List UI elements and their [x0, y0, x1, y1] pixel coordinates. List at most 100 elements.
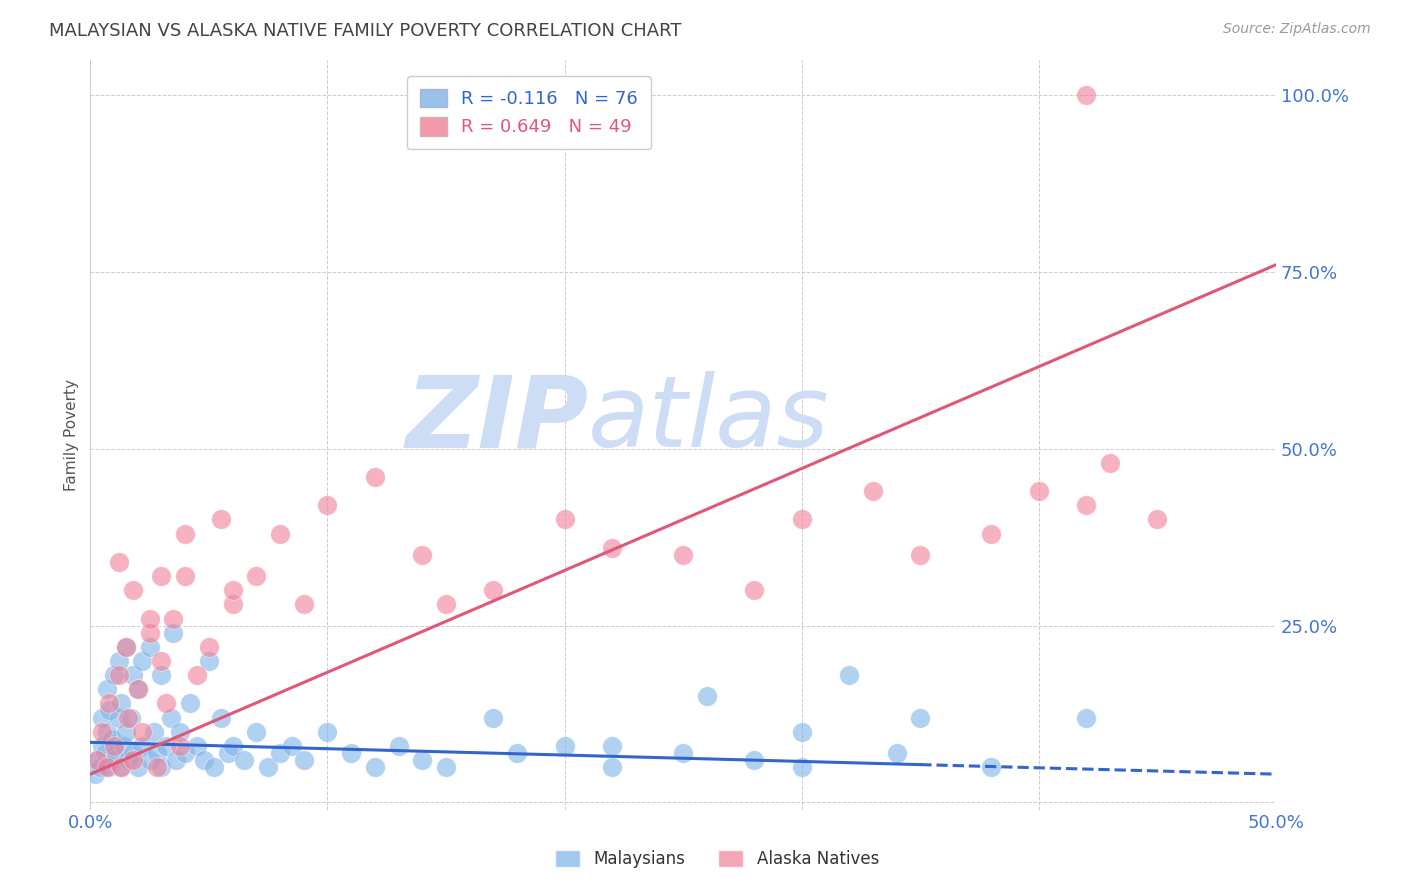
Point — [340, 746, 363, 760]
Point — [150, 654, 173, 668]
Point — [115, 640, 138, 654]
Point — [107, 654, 129, 668]
Point — [122, 753, 145, 767]
Point — [174, 569, 197, 583]
Point — [174, 746, 197, 760]
Point — [364, 470, 387, 484]
Point — [1028, 484, 1050, 499]
Point — [838, 668, 860, 682]
Point — [105, 746, 128, 760]
Point — [162, 625, 184, 640]
Point — [202, 760, 225, 774]
Point — [127, 682, 149, 697]
Point — [292, 598, 315, 612]
Point — [165, 753, 187, 767]
Point — [120, 710, 142, 724]
Point — [86, 753, 108, 767]
Point — [150, 760, 173, 774]
Point — [696, 690, 718, 704]
Point — [112, 739, 135, 753]
Point — [160, 710, 183, 724]
Point — [1098, 456, 1121, 470]
Point — [482, 583, 505, 598]
Point — [162, 611, 184, 625]
Point — [281, 739, 304, 753]
Point — [221, 583, 243, 598]
Point — [84, 767, 107, 781]
Point — [600, 541, 623, 555]
Point — [209, 512, 232, 526]
Point — [131, 739, 153, 753]
Point — [174, 526, 197, 541]
Point — [169, 739, 191, 753]
Point — [107, 710, 129, 724]
Point — [110, 760, 132, 774]
Point — [155, 739, 177, 753]
Point — [910, 710, 932, 724]
Point — [316, 499, 339, 513]
Point — [100, 731, 122, 746]
Point — [138, 753, 160, 767]
Point — [1076, 87, 1098, 102]
Point — [411, 548, 433, 562]
Point — [122, 668, 145, 682]
Point — [221, 598, 243, 612]
Point — [600, 760, 623, 774]
Point — [131, 654, 153, 668]
Point — [138, 611, 160, 625]
Point — [910, 548, 932, 562]
Point — [482, 710, 505, 724]
Point — [91, 710, 114, 724]
Point — [145, 760, 167, 774]
Point — [554, 739, 576, 753]
Point — [233, 753, 256, 767]
Point — [127, 682, 149, 697]
Point — [169, 724, 191, 739]
Point — [93, 746, 115, 760]
Point — [122, 746, 145, 760]
Point — [110, 697, 132, 711]
Point — [179, 697, 201, 711]
Point — [217, 746, 239, 760]
Point — [138, 625, 160, 640]
Point — [672, 746, 695, 760]
Point — [672, 548, 695, 562]
Text: Source: ZipAtlas.com: Source: ZipAtlas.com — [1223, 22, 1371, 37]
Point — [245, 569, 267, 583]
Point — [221, 739, 243, 753]
Point — [143, 724, 166, 739]
Point — [980, 526, 1002, 541]
Point — [155, 697, 177, 711]
Point — [110, 760, 132, 774]
Point — [886, 746, 908, 760]
Point — [98, 697, 121, 711]
Point — [364, 760, 387, 774]
Point — [742, 583, 765, 598]
Point — [107, 555, 129, 569]
Point — [91, 724, 114, 739]
Point — [107, 668, 129, 682]
Point — [145, 746, 167, 760]
Point — [316, 724, 339, 739]
Point — [193, 753, 215, 767]
Point — [980, 760, 1002, 774]
Point — [117, 753, 139, 767]
Point — [96, 724, 118, 739]
Point — [862, 484, 884, 499]
Point — [1076, 499, 1098, 513]
Text: ZIP: ZIP — [405, 371, 588, 468]
Point — [1146, 512, 1168, 526]
Point — [1076, 710, 1098, 724]
Point — [209, 710, 232, 724]
Point — [269, 746, 291, 760]
Point — [186, 668, 208, 682]
Point — [434, 598, 457, 612]
Point — [198, 654, 221, 668]
Point — [186, 739, 208, 753]
Point — [245, 724, 267, 739]
Point — [122, 583, 145, 598]
Point — [411, 753, 433, 767]
Point — [96, 760, 118, 774]
Point — [292, 753, 315, 767]
Point — [257, 760, 280, 774]
